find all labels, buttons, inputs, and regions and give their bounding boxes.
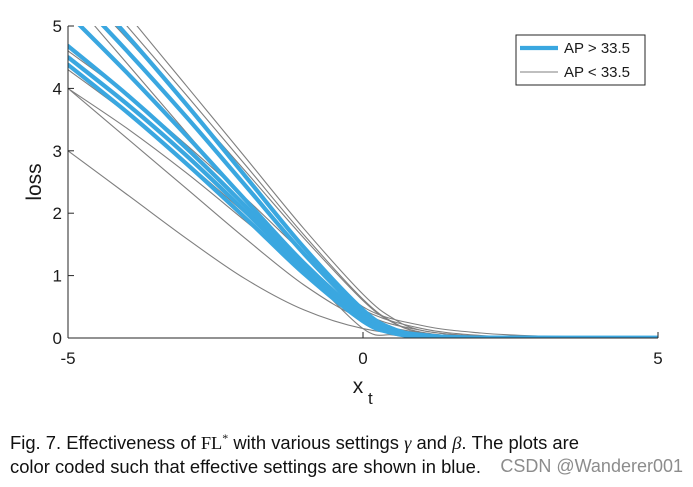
legend-label-1: AP < 33.5	[564, 64, 630, 81]
x-tick-label: 0	[358, 349, 367, 368]
watermark: CSDN @Wanderer001	[500, 456, 683, 476]
y-tick-label: 4	[53, 79, 62, 98]
legend-box	[515, 34, 646, 86]
y-axis-label: loss	[23, 163, 46, 200]
caption-rest: . The plots are	[461, 432, 579, 454]
y-tick-label: 0	[53, 329, 62, 348]
legend: AP > 33.5 AP < 33.5	[515, 34, 646, 86]
x-tick-label: 5	[653, 349, 662, 368]
y-tick-label: 3	[53, 142, 62, 161]
caption-line-2: color coded such that effective settings…	[10, 456, 481, 478]
y-tick-label: 1	[53, 267, 62, 286]
caption-beta: β	[452, 433, 462, 454]
x-axis-label-subscript: t	[368, 389, 373, 408]
caption-lead: Fig. 7. Effectiveness of	[10, 432, 201, 454]
legend-label-0: AP > 33.5	[564, 40, 630, 57]
figure-caption: Fig. 7. Effectiveness of FL* with variou…	[10, 426, 688, 479]
caption-mid: with various settings	[228, 432, 405, 454]
grey-series-line-11	[68, 69, 658, 338]
x-tick-label: -5	[60, 349, 75, 368]
y-tick-label: 5	[53, 17, 62, 36]
x-axis-label: x	[353, 375, 364, 398]
caption-line-1: Fig. 7. Effectiveness of FL* with variou…	[10, 426, 688, 455]
blue-series-line-4	[68, 55, 658, 338]
y-tick-label: 2	[53, 204, 62, 223]
caption-and: and	[411, 432, 453, 454]
caption-fl-star: *	[222, 431, 229, 445]
caption-fl-symbol: FL	[200, 433, 223, 454]
caption-gamma: γ	[404, 433, 412, 454]
